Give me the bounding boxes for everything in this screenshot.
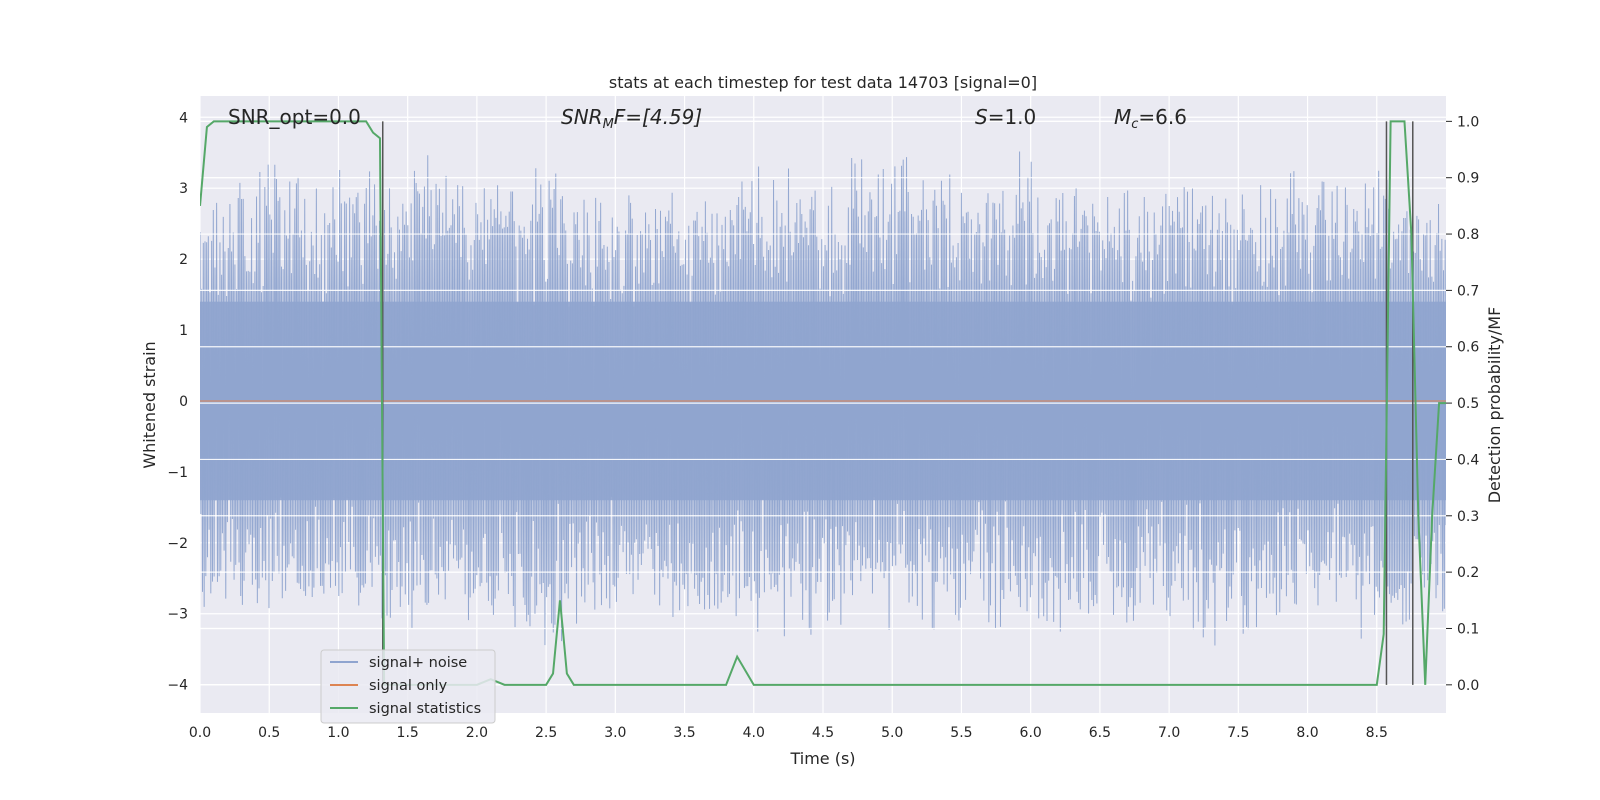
legend-label-signal-only: signal only [369, 678, 448, 694]
x-tick-label: 8.5 [1366, 725, 1388, 741]
annotation-s: S=1.0 [975, 105, 1036, 129]
x-tick-label: 3.0 [604, 725, 626, 741]
s-prefix: S [975, 105, 988, 129]
legend-label-signal-statistics: signal statistics [369, 701, 481, 717]
x-tick-label: 4.0 [743, 725, 765, 741]
y-right-tick-label: 0.6 [1457, 340, 1479, 356]
annotation-snr-mf: SNRMF=[4.59] [561, 105, 702, 132]
snr-mf-sub: M [603, 117, 614, 132]
y-tick-label: 4 [179, 110, 188, 126]
x-tick-label: 3.5 [673, 725, 695, 741]
y-tick-label: −4 [167, 678, 188, 694]
y-right-tick-label: 1.0 [1457, 114, 1479, 130]
y-tick-label: −3 [167, 607, 188, 623]
s-suffix: =1.0 [988, 105, 1037, 129]
y-right-tick-label: 0.7 [1457, 283, 1479, 299]
x-tick-label: 2.0 [466, 725, 488, 741]
legend-box [320, 649, 496, 724]
series-signal-noise [200, 151, 1446, 646]
x-tick-label: 0.0 [189, 725, 211, 741]
snr-mf-prefix: SNR [561, 105, 603, 129]
y-right-tick-label: 0.2 [1457, 565, 1479, 581]
y-axis-right-label: Detection probability/MF [1485, 307, 1504, 504]
mc-sub: c [1131, 117, 1138, 132]
y-right-tick-label: 0.8 [1457, 227, 1479, 243]
y-tick-label: 3 [179, 181, 188, 197]
legend: signal+ noise signal only signal statist… [320, 649, 496, 724]
x-tick-label: 6.0 [1020, 725, 1042, 741]
y-right-tick-label: 0.3 [1457, 509, 1479, 525]
y-right-tick-label: 0.9 [1457, 171, 1479, 187]
x-tick-label: 2.5 [535, 725, 557, 741]
y-axis-label: Whitened strain [140, 341, 159, 468]
annotations: SNR_opt=0.0 SNRMF=[4.59] S=1.0 Mc=6.6 [228, 105, 1187, 132]
mc-suffix: =6.6 [1138, 105, 1187, 129]
series-signal-statistics [200, 120, 1446, 686]
x-tick-label: 7.0 [1158, 725, 1180, 741]
y-tick-label: −1 [167, 465, 188, 481]
x-tick-label: 4.5 [812, 725, 834, 741]
annotation-mc: Mc=6.6 [1114, 105, 1187, 132]
snr-mf-suffix: F=[4.59] [614, 105, 702, 129]
y-tick-label: 2 [179, 252, 188, 268]
annotation-snr-opt: SNR_opt=0.0 [228, 105, 361, 129]
y-tick-label: 0 [179, 394, 188, 410]
y-right-tick-label: 0.1 [1457, 621, 1479, 637]
mc-prefix: M [1114, 105, 1131, 129]
data-layer [200, 120, 1446, 686]
y-tick-label: 1 [179, 323, 188, 339]
x-tick-label: 1.0 [327, 725, 349, 741]
x-tick-label: 7.5 [1227, 725, 1249, 741]
x-tick-label: 0.5 [258, 725, 280, 741]
y-tick-label: −2 [167, 536, 188, 552]
x-tick-label: 6.5 [1089, 725, 1111, 741]
x-tick-label: 8.0 [1296, 725, 1318, 741]
y-right-tick-label: 0.4 [1457, 452, 1479, 468]
chart-title: stats at each timestep for test data 147… [609, 73, 1037, 92]
legend-label-signal-noise: signal+ noise [369, 655, 467, 671]
x-axis-label: Time (s) [789, 749, 855, 768]
y-right-tick-label: 0.0 [1457, 678, 1479, 694]
x-tick-label: 5.5 [950, 725, 972, 741]
tick-labels: 0.0 0.5 1.0 1.5 2.0 2.5 3.0 3.5 4.0 4.5 5.0 5.5 6.0 6… [167, 110, 1479, 741]
y-right-tick-label: 0.5 [1457, 396, 1479, 412]
x-tick-label: 1.5 [397, 725, 419, 741]
x-tick-label: 5.0 [881, 725, 903, 741]
